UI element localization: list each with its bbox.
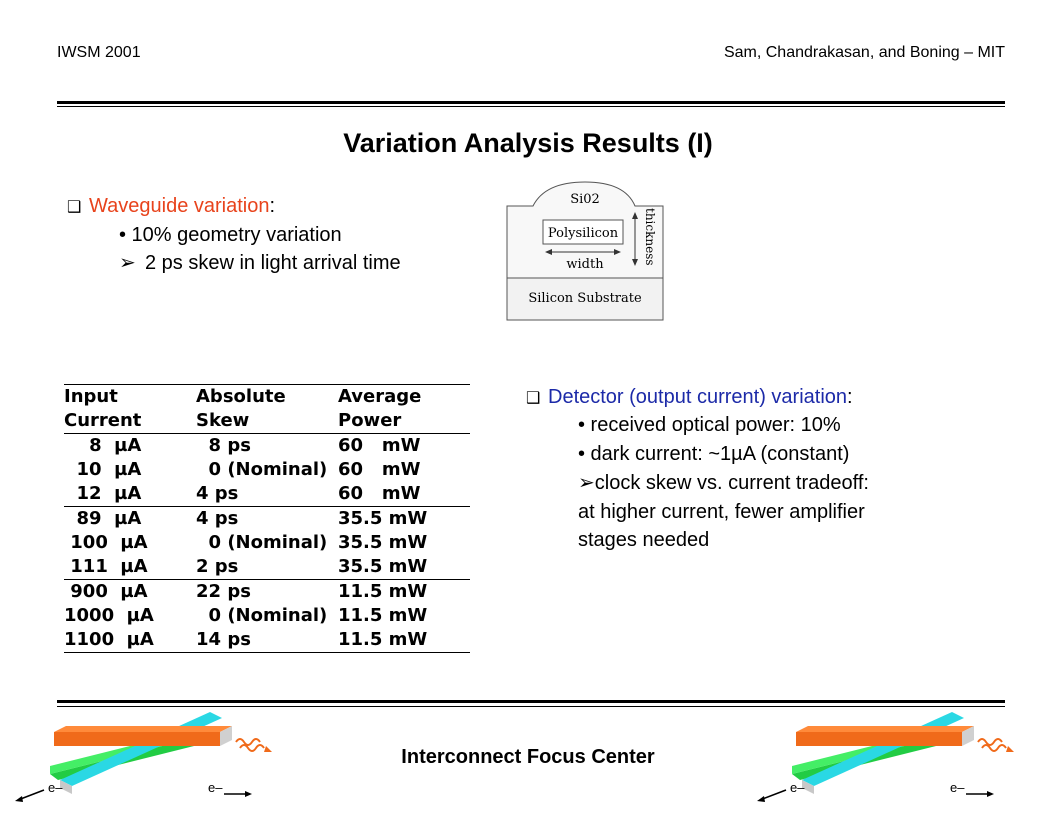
detector-arrow-text: clock skew vs. current tradeoff: — [594, 472, 869, 494]
checkbox-bullet-icon: ❑ — [67, 199, 82, 216]
substrate-label: Silicon Substrate — [528, 291, 642, 306]
waveguide-arrow-text: 2 ps skew in light arrival time — [145, 252, 401, 274]
arrow-bullet-icon: ➢ — [578, 472, 595, 494]
detector-line-2: at higher current, fewer amplifier — [578, 501, 865, 523]
waveguide-heading-colon: : — [269, 195, 276, 217]
slide-title: Variation Analysis Results (I) — [343, 128, 713, 158]
polysilicon-label: Polysilicon — [548, 226, 619, 241]
detector-bullet-1: • received optical power: 10% — [578, 414, 841, 436]
header-skew: Absolute — [196, 384, 338, 409]
detector-bullet-2: • dark current: ~1µA (constant) — [578, 443, 850, 465]
ifc-logo-left: e– e– — [15, 712, 272, 802]
table-row: 1000 µA 0 (Nominal) 11.5 mW — [64, 605, 428, 626]
detector-heading-text: Detector (output current) variation — [548, 386, 848, 408]
table-row: 900 µA 22 ps 11.5 mW — [64, 579, 470, 604]
table-row: 111 µA 2 ps 35.5 mW — [64, 556, 428, 577]
waveguide-arrow-item: ➢ 2 ps skew in light arrival time — [119, 250, 401, 276]
table-row: 8 µA 8 ps 60 mW — [64, 433, 470, 458]
detector-heading-colon: : — [847, 386, 853, 408]
header-input: Input — [64, 384, 196, 409]
waveguide-cross-section-diagram: Si02 Polysilicon width Silicon Substrate… — [506, 181, 664, 321]
detector-line-3: stages needed — [578, 529, 710, 551]
electron-label-right: e– — [950, 780, 965, 795]
header-conference: IWSM 2001 — [57, 44, 141, 61]
waveguide-heading-text: Waveguide variation — [89, 195, 270, 217]
thickness-label: thickness — [643, 208, 657, 266]
checkbox-bullet-icon: ❑ — [526, 390, 541, 407]
footer-rule-thin — [57, 706, 1005, 707]
table-row: 100 µA 0 (Nominal) 35.5 mW — [64, 532, 428, 553]
footer-rule — [57, 700, 1005, 703]
table-row: 10 µA 0 (Nominal) 60 mW — [64, 459, 421, 480]
oxide-label: Si02 — [570, 192, 600, 207]
header-skew-2: Skew — [196, 410, 250, 431]
detector-heading: ❑ Detector (output current) variation: — [526, 384, 853, 412]
ifc-logo-right: e– e– — [757, 712, 1014, 802]
header-input-2: Current — [64, 410, 142, 431]
table-row: 1100 µA 14 ps 11.5 mW — [64, 628, 470, 653]
waveguide-bullet-1: • 10% geometry variation — [119, 224, 342, 246]
table-row: 89 µA 4 ps 35.5 mW — [64, 506, 470, 531]
arrow-bullet-icon: ➢ — [119, 252, 136, 274]
skew-power-table: Input Absolute Average Current Skew Powe… — [64, 384, 472, 653]
electron-label-left: e– — [790, 780, 805, 795]
width-label: width — [566, 257, 604, 272]
electron-label-left: e– — [48, 780, 63, 795]
header-rule — [57, 101, 1005, 104]
header-rule-thin — [57, 106, 1005, 107]
header-power-2: Power — [338, 410, 402, 431]
waveguide-heading: ❑ Waveguide variation: — [67, 193, 275, 221]
detector-arrow-item: ➢clock skew vs. current tradeoff: — [578, 470, 869, 496]
header-power: Average — [338, 384, 470, 409]
table-row: 12 µA 4 ps 60 mW — [64, 483, 421, 504]
header-authors: Sam, Chandrakasan, and Boning – MIT — [723, 44, 1005, 61]
footer-title: Interconnect Focus Center — [401, 746, 655, 768]
electron-label-right: e– — [208, 780, 223, 795]
